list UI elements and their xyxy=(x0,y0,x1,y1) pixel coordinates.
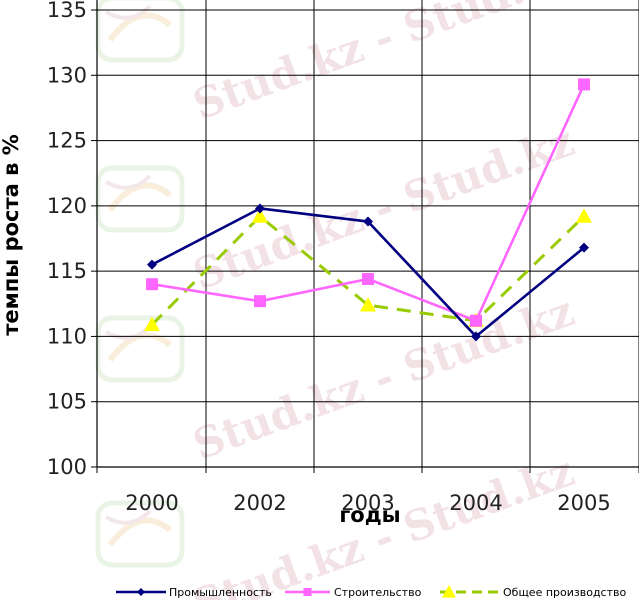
data-point xyxy=(471,331,481,342)
y-tick-label: 115 xyxy=(47,259,87,283)
x-tick-label: 2005 xyxy=(557,491,610,515)
legend-item: Промышленность xyxy=(116,586,272,599)
data-point xyxy=(144,316,160,332)
y-tick-labels: 100 105 110 115 120 125 130 135 xyxy=(47,0,87,479)
watermark-logo-icon xyxy=(95,165,185,233)
watermark-text: Stud.kz - Stud.kz xyxy=(187,116,581,299)
y-tick-label: 135 xyxy=(47,0,87,22)
x-tick-label: 2004 xyxy=(449,491,502,515)
series-layer xyxy=(144,78,592,342)
watermark-text: Stud.kz - Stud.kz xyxy=(187,0,581,129)
data-point xyxy=(579,242,589,253)
legend-label: Строительство xyxy=(334,586,422,599)
x-tick-label: 2002 xyxy=(233,491,286,515)
y-tick-label: 100 xyxy=(47,455,87,479)
y-tick-label: 125 xyxy=(47,129,87,153)
watermark-logo-icon xyxy=(95,0,185,63)
data-point xyxy=(362,272,374,285)
series-0 xyxy=(147,203,589,342)
data-point xyxy=(137,588,145,596)
x-axis-title: годы xyxy=(339,503,400,527)
legend-label: Общее производство xyxy=(503,586,626,599)
y-axis-title: темпы роста в % xyxy=(0,134,23,336)
axes xyxy=(91,0,639,473)
legend-item: Общее производство xyxy=(440,585,626,599)
y-tick-label: 105 xyxy=(47,390,87,414)
legend-item: Строительство xyxy=(285,586,422,599)
series-1 xyxy=(146,78,590,327)
data-point xyxy=(360,297,376,312)
data-point xyxy=(363,216,373,227)
watermark-logo-icon xyxy=(95,315,185,383)
x-tick-label: 2000 xyxy=(125,491,178,515)
data-point xyxy=(255,203,265,214)
watermark-logo-icon xyxy=(95,500,185,568)
data-point xyxy=(578,78,590,91)
legend-label: Промышленность xyxy=(169,586,272,599)
data-point xyxy=(147,259,157,270)
watermark-text: Stud.kz - Stud.kz xyxy=(187,286,581,469)
series-line xyxy=(150,214,586,326)
x-tick-labels: 2000 2002 2003 2004 2005 xyxy=(125,491,610,515)
data-point xyxy=(576,208,592,223)
legend: Промышленность Строительство Общее произво… xyxy=(116,585,626,599)
data-point xyxy=(146,278,158,291)
data-point xyxy=(303,588,312,596)
data-point xyxy=(254,295,266,308)
y-tick-label: 130 xyxy=(47,63,87,87)
x-tick-label: 2003 xyxy=(341,491,394,515)
data-point xyxy=(470,314,482,327)
y-tick-label: 120 xyxy=(47,194,87,218)
data-point xyxy=(252,208,268,223)
data-point xyxy=(442,585,456,598)
y-tick-label: 110 xyxy=(47,324,87,348)
